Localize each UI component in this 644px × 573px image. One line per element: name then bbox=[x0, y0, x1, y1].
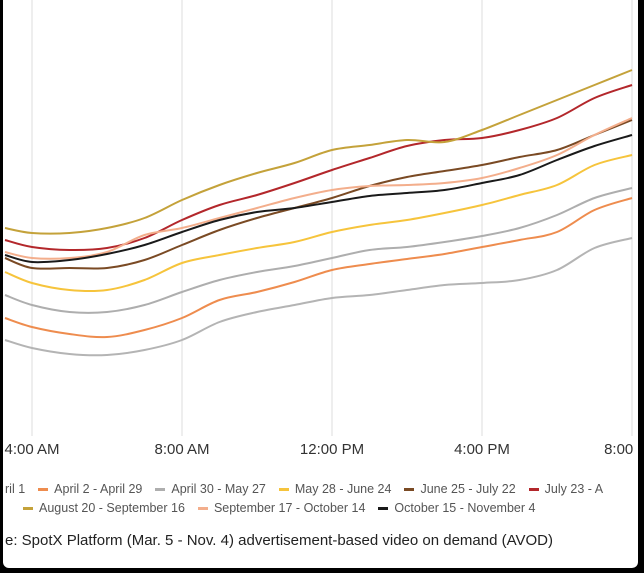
series-line-8 bbox=[4, 134, 633, 264]
legend-label: July 23 - A bbox=[544, 482, 604, 496]
legend-item: April 2 - April 29 bbox=[38, 482, 142, 496]
series-line-3 bbox=[4, 154, 633, 293]
legend-label: ril 1 bbox=[5, 482, 26, 496]
legend-label: April 2 - April 29 bbox=[54, 482, 143, 496]
legend-item: ril 1 bbox=[5, 482, 25, 496]
legend-swatch bbox=[528, 487, 539, 491]
legend-swatch bbox=[38, 487, 49, 491]
series-line-0 bbox=[4, 237, 633, 357]
legend-label: September 17 - October 14 bbox=[213, 501, 366, 515]
legend-label: August 20 - September 16 bbox=[39, 501, 185, 515]
series-line-4 bbox=[4, 119, 633, 270]
legend-item: October 15 - November 4 bbox=[378, 501, 535, 515]
x-tick-label: 4:00 AM bbox=[4, 441, 60, 458]
legend-item: April 30 - May 27 bbox=[155, 482, 266, 496]
legend-swatch bbox=[278, 487, 289, 491]
legend-row: ril 1 April 2 - April 29 April 30 - May 27… bbox=[5, 482, 616, 496]
legend-label: June 25 - July 22 bbox=[420, 482, 516, 496]
legend-swatch bbox=[23, 506, 33, 510]
legend-swatch bbox=[378, 506, 389, 510]
source-note: e: SpotX Platform (Mar. 5 - Nov. 4) adve… bbox=[5, 532, 554, 549]
legend-item: July 23 - A bbox=[528, 482, 604, 496]
legend-swatch bbox=[197, 506, 208, 510]
series-line-2 bbox=[4, 187, 633, 314]
legend-label: May 28 - June 24 bbox=[294, 482, 392, 496]
x-tick-label: 12:00 PM bbox=[299, 441, 365, 458]
x-tick-label: 8:00 AM bbox=[154, 441, 210, 458]
legend-swatch bbox=[404, 487, 415, 491]
x-tick-label: 8:00 PM bbox=[604, 441, 638, 458]
x-tick-label: 4:00 PM bbox=[454, 441, 510, 458]
series-line-1 bbox=[4, 197, 633, 339]
chart-frame: 4:00 AM 8:00 AM 12:00 PM 4:00 PM 8:00 PM ril… bbox=[3, 0, 638, 568]
legend-label: October 15 - November 4 bbox=[394, 501, 536, 515]
legend-item: May 28 - June 24 bbox=[278, 482, 392, 496]
legend-swatch bbox=[155, 487, 166, 491]
series-line-6 bbox=[4, 69, 633, 235]
legend-item: August 20 - September 16 bbox=[23, 501, 185, 515]
line-chart bbox=[4, 0, 633, 436]
legend-item: September 17 - October 14 bbox=[197, 501, 366, 515]
legend-label: April 30 - May 27 bbox=[171, 482, 266, 496]
series-line-7 bbox=[4, 117, 633, 260]
legend-item: June 25 - July 22 bbox=[404, 482, 516, 496]
legend-row: August 20 - September 16 September 17 - O… bbox=[23, 501, 548, 515]
series-line-5 bbox=[4, 84, 633, 252]
